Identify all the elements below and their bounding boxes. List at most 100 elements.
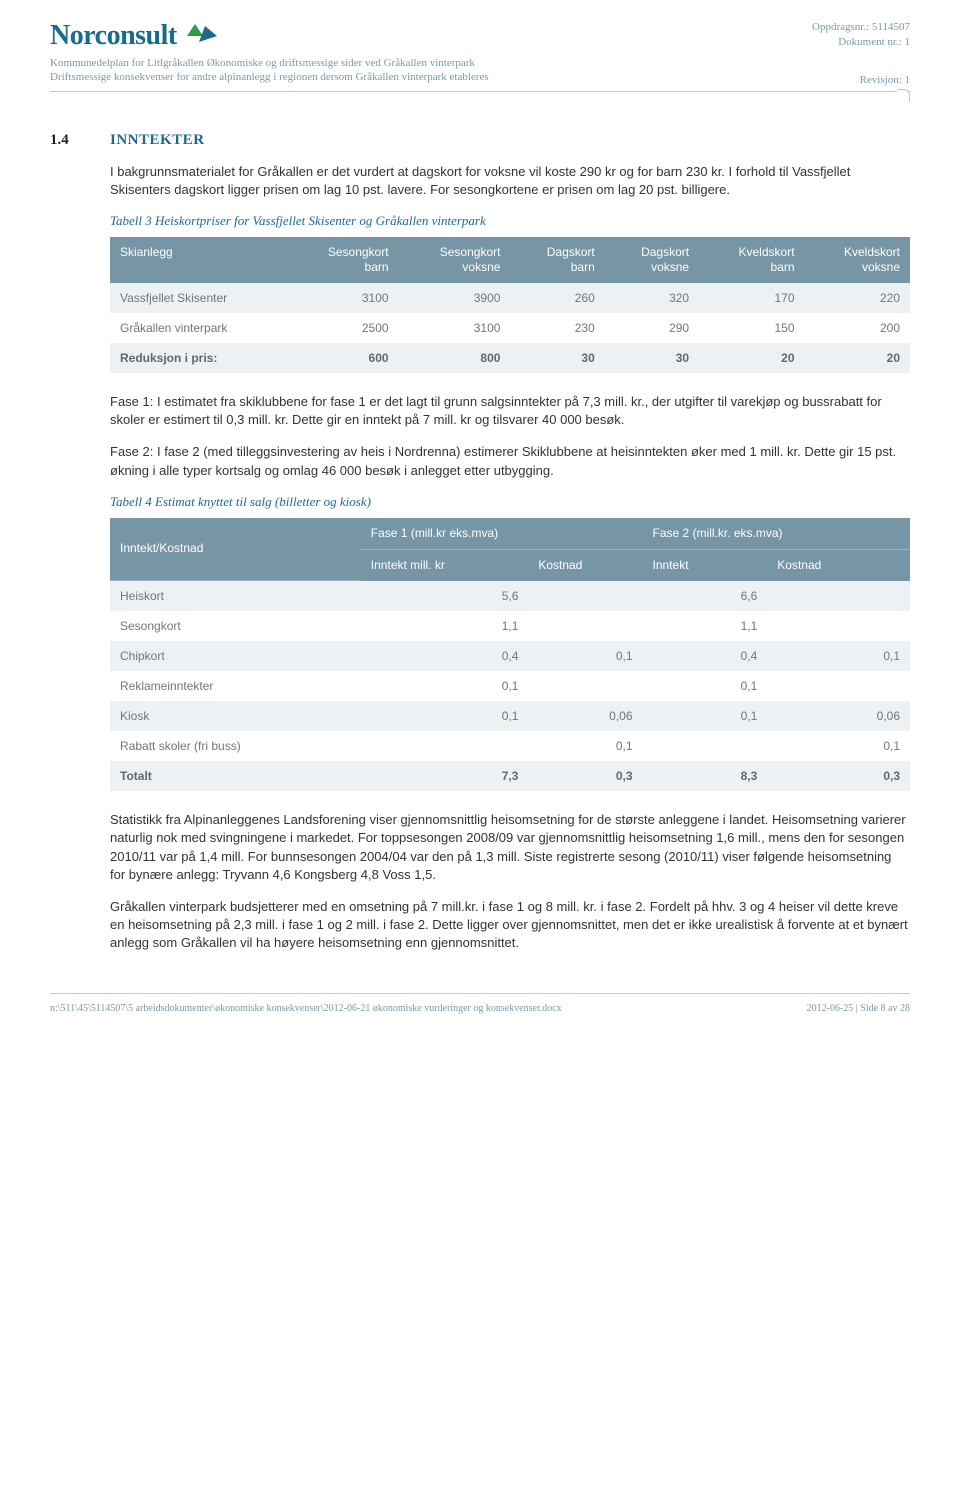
table4-cell	[528, 671, 642, 701]
table4-row-label: Reklameinntekter	[110, 671, 361, 701]
table4-cell	[767, 671, 910, 701]
table4-top-header: Fase 1 (mill.kr eks.mva)	[361, 518, 643, 550]
table4-cell: 1,1	[361, 611, 529, 641]
table-row: Gråkallen vinterpark25003100230290150200	[110, 313, 910, 343]
table3-cell: 150	[699, 313, 804, 343]
table3-cell: 320	[605, 283, 699, 313]
table4-sub-header: Kostnad	[767, 549, 910, 581]
paragraph-budget: Gråkallen vinterpark budsjetterer med en…	[110, 898, 910, 953]
table4-cell: 0,4	[643, 641, 768, 671]
table4-row-label: Rabatt skoler (fri buss)	[110, 731, 361, 761]
logo-text: Norconsult	[50, 20, 177, 52]
table4-cell	[528, 581, 642, 612]
header-subtitle-2: Driftsmessige konsekvenser for andre alp…	[50, 70, 489, 84]
table4-row-label: Kiosk	[110, 701, 361, 731]
table-row: Totalt7,30,38,30,3	[110, 761, 910, 791]
table4-cell: 0,06	[528, 701, 642, 731]
table3-row-label: Vassfjellet Skisenter	[110, 283, 287, 313]
table3-cell: 290	[605, 313, 699, 343]
table4-cell: 7,3	[361, 761, 529, 791]
table4-cell: 0,06	[767, 701, 910, 731]
section-number: 1.4	[50, 132, 90, 149]
table-row: Heiskort5,6 6,6	[110, 581, 910, 612]
page-header: Norconsult Kommunedelplan for Litlgråkal…	[50, 20, 910, 107]
table4-sub-header: Inntekt mill. kr	[361, 549, 529, 581]
footer-page: 2012-06-25 | Side 8 av 28	[807, 1002, 910, 1015]
header-divider	[50, 91, 910, 97]
table3: SkianleggSesongkortbarnSesongkortvoksneD…	[110, 237, 910, 373]
table4-cell: 0,1	[361, 671, 529, 701]
table3-cell: 30	[605, 343, 699, 373]
table4: Inntekt/Kostnad Fase 1 (mill.kr eks.mva)…	[110, 518, 910, 792]
table4-cell: 0,1	[767, 641, 910, 671]
logo: Norconsult	[50, 20, 489, 52]
table3-header: Dagskortvoksne	[605, 237, 699, 283]
table3-cell: 20	[699, 343, 804, 373]
table4-cell	[767, 581, 910, 612]
table4-row-label: Heiskort	[110, 581, 361, 612]
table-row: Sesongkort1,11,1	[110, 611, 910, 641]
table4-cell	[767, 611, 910, 641]
table3-cell: 800	[399, 343, 511, 373]
table3-cell: 20	[805, 343, 910, 373]
table3-cell: 600	[287, 343, 399, 373]
table3-cell: 230	[510, 313, 604, 343]
header-meta-revision: Revisjon: 1	[812, 73, 910, 88]
table3-cell: 3100	[399, 313, 511, 343]
table-row: Rabatt skoler (fri buss) 0,1 0,1	[110, 731, 910, 761]
table3-cell: 260	[510, 283, 604, 313]
paragraph-fase2: Fase 2: I fase 2 (med tilleggsinvesterin…	[110, 443, 910, 479]
table4-cell: 6,6	[643, 581, 768, 612]
table3-header: Sesongkortbarn	[287, 237, 399, 283]
table4-cell	[361, 731, 529, 761]
table4-cell: 0,3	[528, 761, 642, 791]
paragraph-intro: I bakgrunnsmaterialet for Gråkallen er d…	[110, 163, 910, 199]
table3-cell: 220	[805, 283, 910, 313]
header-meta-dokument: Dokument nr.: 1	[812, 35, 910, 50]
table4-cell: 0,4	[361, 641, 529, 671]
table4-sub-header: Kostnad	[528, 549, 642, 581]
table4-cell: 0,1	[643, 671, 768, 701]
table3-caption: Tabell 3 Heiskortpriser for Vassfjellet …	[110, 213, 910, 229]
table4-top-header: Fase 2 (mill.kr. eks.mva)	[643, 518, 910, 550]
table4-row-label: Sesongkort	[110, 611, 361, 641]
table4-cell	[643, 731, 768, 761]
table3-cell: 200	[805, 313, 910, 343]
page-footer: n:\511\45\5114507\5 arbeidsdokumenter\øk…	[50, 993, 910, 1015]
header-meta-oppdrag: Oppdragsnr.: 5114507	[812, 20, 910, 35]
table3-header: Kveldskortvoksne	[805, 237, 910, 283]
table-row: Reduksjon i pris:60080030302020	[110, 343, 910, 373]
table-row: Chipkort0,40,10,40,1	[110, 641, 910, 671]
table4-cell: 0,1	[528, 731, 642, 761]
table4-cell	[528, 611, 642, 641]
table3-cell: 3100	[287, 283, 399, 313]
table-row: Reklameinntekter0,10,1	[110, 671, 910, 701]
table4-cell: 1,1	[643, 611, 768, 641]
table4-cell: 0,1	[361, 701, 529, 731]
footer-path: n:\511\45\5114507\5 arbeidsdokumenter\øk…	[50, 1002, 562, 1015]
table4-row-label: Totalt	[110, 761, 361, 791]
table3-header: Skianlegg	[110, 237, 287, 283]
table3-header: Kveldskortbarn	[699, 237, 804, 283]
logo-icon	[185, 22, 219, 50]
paragraph-stats: Statistikk fra Alpinanleggenes Landsfore…	[110, 811, 910, 884]
table3-header: Sesongkortvoksne	[399, 237, 511, 283]
table-row: Vassfjellet Skisenter3100390026032017022…	[110, 283, 910, 313]
table3-header: Dagskortbarn	[510, 237, 604, 283]
table4-cell: 0,1	[528, 641, 642, 671]
table4-cell: 0,1	[643, 701, 768, 731]
table4-corner: Inntekt/Kostnad	[110, 518, 361, 581]
table3-cell: 30	[510, 343, 604, 373]
table3-row-label: Gråkallen vinterpark	[110, 313, 287, 343]
table3-row-label: Reduksjon i pris:	[110, 343, 287, 373]
table3-cell: 170	[699, 283, 804, 313]
table4-cell: 0,1	[767, 731, 910, 761]
table4-row-label: Chipkort	[110, 641, 361, 671]
header-subtitle-1: Kommunedelplan for Litlgråkallen Økonomi…	[50, 56, 489, 70]
section-title: INNTEKTER	[110, 132, 205, 149]
table4-cell: 0,3	[767, 761, 910, 791]
table4-cell: 5,6	[361, 581, 529, 612]
table4-cell: 8,3	[643, 761, 768, 791]
table4-caption: Tabell 4 Estimat knyttet til salg (bille…	[110, 494, 910, 510]
table-row: Kiosk0,10,060,10,06	[110, 701, 910, 731]
